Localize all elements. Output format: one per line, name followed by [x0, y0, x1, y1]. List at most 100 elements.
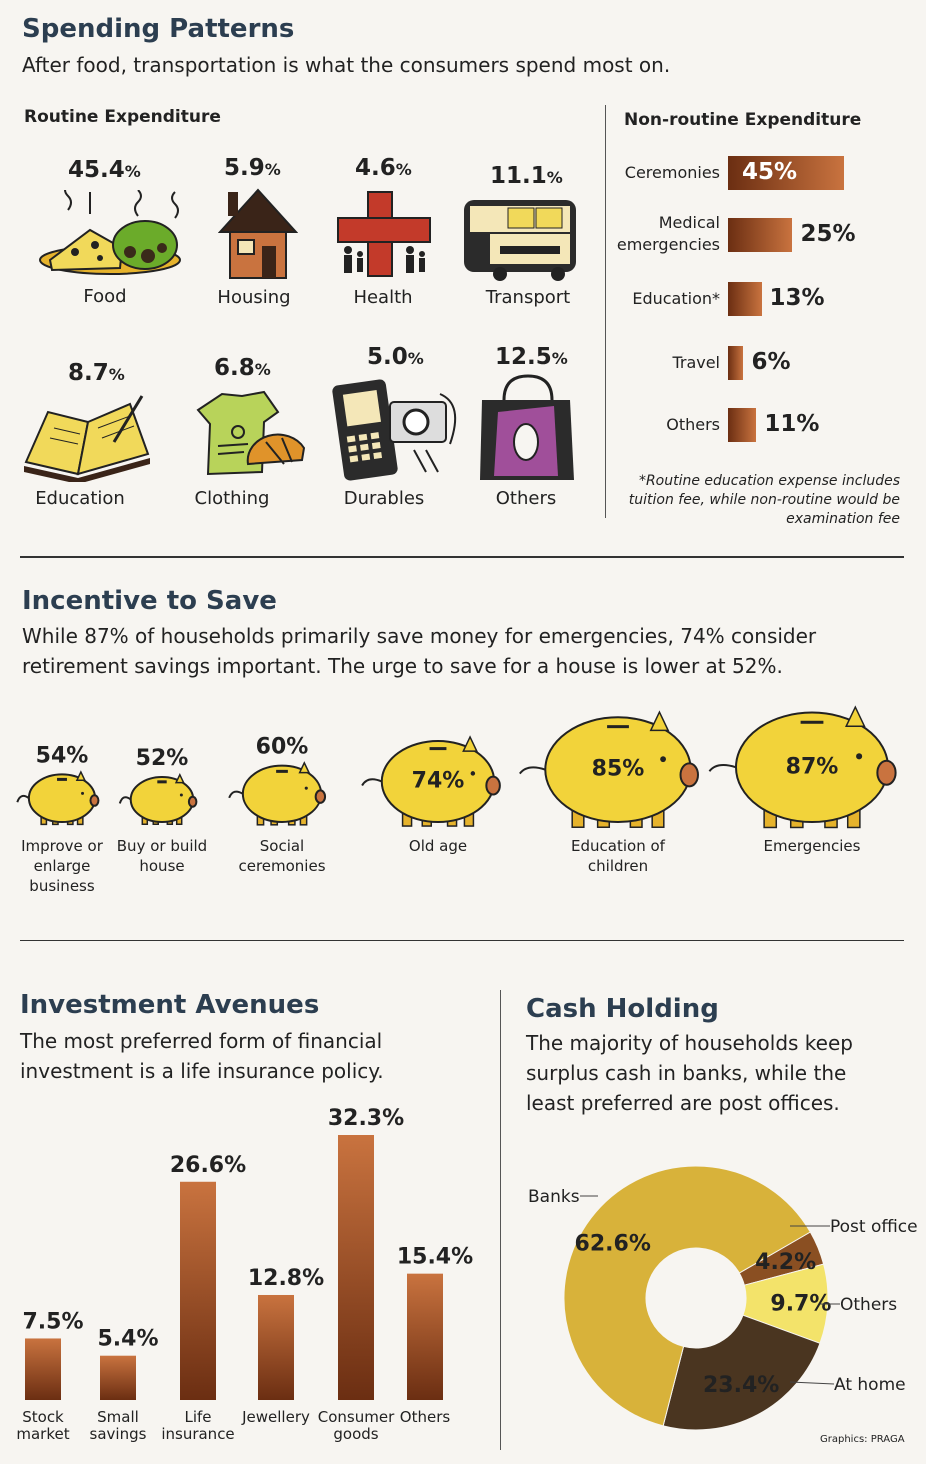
nonroutine-bar: [728, 156, 844, 190]
nonroutine-value-label: 6%: [751, 349, 791, 375]
cash-subtitle-line2: surplus cash in banks, while the: [526, 1061, 847, 1085]
donut-category-label: At home: [834, 1375, 906, 1395]
nonroutine-category-label: Ceremonies: [624, 163, 720, 182]
donut-value-label: 62.6%: [575, 1231, 651, 1256]
incentive-subtitle-line2: retirement savings important. The urge t…: [22, 654, 783, 678]
routine-value-education: 8.7%: [68, 360, 125, 386]
incentive-category-label: Emergencies: [763, 837, 861, 855]
incentive-subtitle-line1: While 87% of households primarily save m…: [22, 624, 817, 648]
routine-value-others: 12.5%: [495, 344, 568, 370]
house-icon: [218, 188, 298, 279]
nonroutine-value-label: 13%: [769, 285, 825, 311]
investment-bar: [25, 1338, 61, 1400]
section-rule-1: [20, 556, 904, 558]
investment-category-label: Consumer: [318, 1408, 395, 1426]
piggy-bank-icon: [519, 710, 699, 828]
nonroutine-category-label: Others: [666, 415, 720, 434]
investment-category-label: Others: [400, 1408, 451, 1426]
incentive-category-label: Improve or enlarge business: [21, 837, 103, 895]
cash-subtitle-line1: The majority of households keep: [526, 1031, 853, 1055]
routine-value-health: 4.6%: [355, 155, 412, 181]
investment-category-label: Small: [97, 1408, 139, 1426]
routine-label-transport: Transport: [485, 287, 571, 308]
incentive-category-label: Buy or build house: [116, 837, 208, 875]
bus-icon: [464, 200, 576, 281]
investment-title: Investment Avenues: [20, 990, 320, 1020]
investment-value-label: 12.8%: [248, 1266, 324, 1291]
nonroutine-heading: Non-routine Expenditure: [624, 110, 862, 130]
donut-category-label: Post office: [830, 1217, 918, 1237]
nonroutine-category-label: Education*: [632, 289, 720, 308]
nonroutine-bar: [728, 408, 757, 442]
investment-category-label: goods: [333, 1425, 378, 1443]
routine-value-clothing: 6.8%: [214, 355, 271, 381]
investment-category-label: Jewellery: [241, 1408, 310, 1426]
cash-title: Cash Holding: [526, 994, 719, 1024]
nonroutine-bar: [728, 218, 793, 252]
cash-subtitle-line3: least preferred are post offices.: [526, 1091, 840, 1115]
nonroutine-value-label: 45%: [742, 159, 798, 185]
donut-value-label: 23.4%: [703, 1373, 779, 1398]
investment-category-label: savings: [90, 1425, 147, 1443]
routine-label-education: Education: [35, 488, 125, 509]
investment-value-label: 7.5%: [22, 1309, 83, 1334]
routine-label-others: Others: [495, 488, 557, 509]
routine-value-transport: 11.1%: [490, 163, 563, 189]
routine-heading: Routine Expenditure: [24, 107, 221, 127]
investment-bar: [407, 1273, 443, 1400]
investment-bar: [180, 1181, 216, 1400]
footnote: *Routine education expense includes tuit…: [628, 473, 900, 527]
incentive-title: Incentive to Save: [22, 586, 277, 616]
investment-subtitle-line2: investment is a life insurance policy.: [20, 1059, 384, 1083]
piggy-bank-icon: [118, 772, 198, 826]
investment-category-label: insurance: [161, 1425, 234, 1443]
incentive-value-label: 74%: [412, 769, 465, 794]
phone-camera-icon: [332, 379, 457, 481]
investment-bar: [100, 1355, 136, 1400]
nonroutine-bar: [728, 346, 744, 380]
incentive-value-label: 52%: [136, 746, 189, 771]
donut-category-label: Banks: [528, 1187, 580, 1207]
spending-title: Spending Patterns: [22, 14, 295, 44]
piggy-bank-icon: [708, 705, 897, 829]
investment-value-label: 5.4%: [97, 1327, 158, 1352]
investment-value-label: 32.3%: [328, 1106, 404, 1131]
donut-leader-line: [789, 1381, 835, 1385]
investment-bar: [338, 1135, 374, 1400]
piggy-bank-icon: [16, 770, 100, 826]
routine-label-housing: Housing: [217, 287, 291, 308]
food-icon: [39, 190, 181, 275]
investment-subtitle-line1: The most preferred form of financial: [20, 1029, 383, 1053]
routine-value-durables: 5.0%: [367, 344, 424, 370]
nonroutine-value-label: 11%: [764, 411, 820, 437]
investment-bar: [258, 1294, 294, 1400]
donut-slice: [662, 1314, 821, 1431]
routine-label-health: Health: [353, 287, 413, 308]
investment-category-label: market: [16, 1425, 69, 1443]
health-cross-icon: [337, 191, 431, 277]
graphics-credit: Graphics: PRAGA: [820, 1434, 905, 1445]
incentive-category-label: Education of children: [571, 837, 665, 875]
bottom-divider: [500, 990, 501, 1450]
incentive-value-label: 85%: [592, 757, 645, 782]
piggy-bank-icon: [361, 735, 501, 827]
spending-subtitle: After food, transportation is what the c…: [22, 53, 671, 77]
clothing-icon: [196, 390, 306, 476]
donut-slice: [563, 1165, 811, 1427]
incentive-category-label: Old age: [408, 837, 468, 855]
routine-label-durables: Durables: [343, 488, 425, 509]
book-icon: [24, 395, 150, 482]
piggy-bank-icon: [228, 761, 327, 826]
routine-label-food: Food: [83, 286, 127, 307]
investment-value-label: 26.6%: [170, 1153, 246, 1178]
investment-value-label: 15.4%: [397, 1245, 473, 1270]
donut-category-label: Others: [840, 1295, 897, 1315]
nonroutine-value-label: 25%: [800, 221, 856, 247]
incentive-category-label: Social ceremonies: [238, 837, 326, 875]
shopping-bag-icon: [480, 374, 574, 480]
investment-category-label: Stock: [22, 1408, 64, 1426]
incentive-value-label: 54%: [36, 743, 89, 768]
donut-value-label: 4.2%: [755, 1250, 816, 1275]
incentive-value-label: 60%: [256, 735, 309, 760]
